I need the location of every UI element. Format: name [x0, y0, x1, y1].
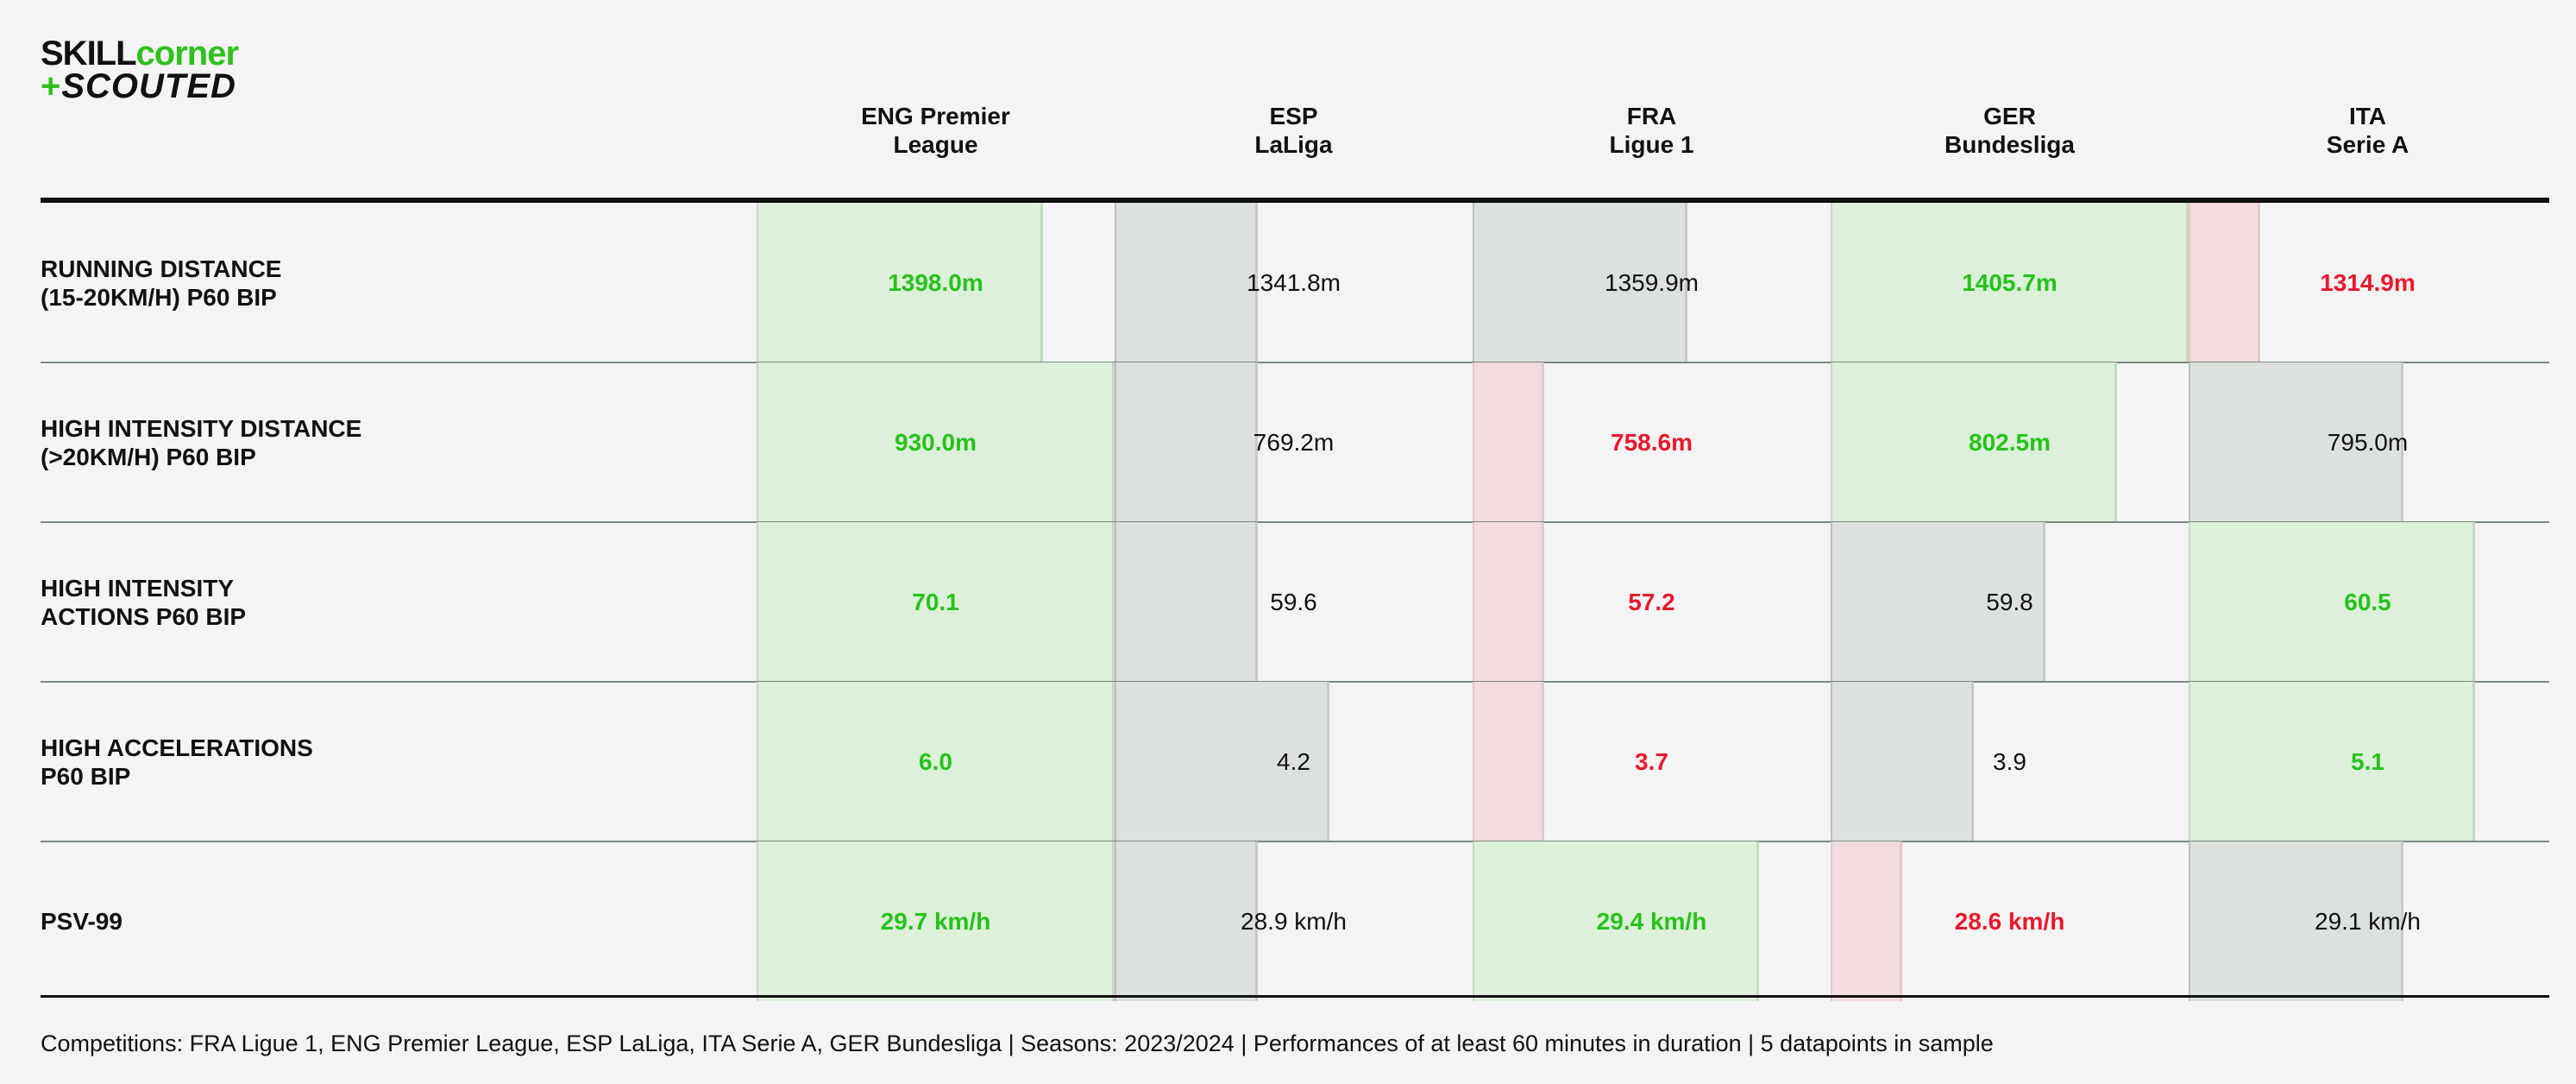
row-label-line: P60 BIP	[41, 762, 131, 790]
value-label: 1359.9m	[1605, 269, 1699, 296]
column-header: ENG Premier League	[757, 102, 1115, 171]
column-header-line: LaLiga	[1254, 131, 1333, 158]
value-bar	[1473, 841, 1759, 1001]
value-bar	[1473, 362, 1544, 522]
value-bar	[757, 522, 1115, 682]
bottom-rule	[41, 995, 2549, 998]
value-bar	[1115, 841, 1258, 1001]
row-label: HIGH INTENSITY ACTIONS P60 BIP	[41, 522, 713, 682]
column-header-line: Bundesliga	[1945, 131, 2075, 158]
value-bar	[1831, 841, 1902, 1001]
value-bar	[1831, 522, 2045, 682]
value-label: 1341.8m	[1247, 269, 1341, 296]
column-header-line: ENG Premier	[861, 103, 1010, 129]
value-label: 59.8	[1986, 589, 2033, 615]
value-bar	[757, 841, 1115, 1001]
value-bar	[757, 203, 1043, 362]
column-header-line: Ligue 1	[1609, 131, 1694, 158]
row-label-line: (>20KM/H) P60 BIP	[41, 443, 256, 470]
value-bar	[2189, 682, 2475, 841]
column-header: ITA Serie A	[2189, 102, 2547, 171]
value-label: 802.5m	[1969, 429, 2051, 456]
value-label: 3.9	[1993, 748, 2026, 775]
value-label: 6.0	[919, 748, 952, 775]
value-bar	[1115, 682, 1329, 841]
column-header: FRA Ligue 1	[1473, 102, 1831, 171]
column-header-line: GER	[1983, 103, 2036, 129]
value-label: 28.6 km/h	[1954, 908, 2065, 935]
value-label: 930.0m	[895, 429, 977, 456]
value-label: 29.1 km/h	[2315, 908, 2421, 935]
row-separator	[41, 841, 2549, 842]
value-bar	[2189, 203, 2260, 362]
value-label: 29.7 km/h	[880, 908, 991, 935]
value-bar	[2189, 362, 2403, 522]
value-label: 3.7	[1635, 748, 1668, 775]
value-label: 1405.7m	[1962, 269, 2058, 296]
value-label: 769.2m	[1253, 429, 1335, 456]
value-bar	[757, 362, 1115, 522]
value-bar	[1831, 203, 2189, 362]
value-label: 60.5	[2344, 589, 2391, 615]
value-label: 1398.0m	[888, 269, 983, 296]
value-bar	[1473, 203, 1687, 362]
value-label: 29.4 km/h	[1596, 908, 1707, 935]
logo-line-2: +SCOUTED	[41, 67, 236, 105]
footer-note: Competitions: FRA Ligue 1, ENG Premier L…	[41, 1030, 1994, 1056]
value-bar	[1115, 203, 1258, 362]
value-bar	[1473, 682, 1544, 841]
value-bar	[1473, 522, 1544, 682]
value-label: 5.1	[2351, 748, 2384, 775]
row-label: HIGH INTENSITY DISTANCE (>20KM/H) P60 BIP	[41, 362, 713, 522]
row-separator	[41, 521, 2549, 523]
row-label: RUNNING DISTANCE (15-20KM/H) P60 BIP	[41, 203, 713, 362]
value-bar	[1115, 362, 1258, 522]
column-header: GER Bundesliga	[1831, 102, 2189, 171]
column-header-line: ESP	[1269, 103, 1318, 129]
value-bar	[1831, 682, 1974, 841]
value-label: 795.0m	[2327, 429, 2409, 456]
row-separator	[41, 362, 2549, 363]
value-bar	[2189, 522, 2475, 682]
row-label: HIGH ACCELERATIONS P60 BIP	[41, 682, 713, 841]
value-label: 28.9 km/h	[1241, 908, 1347, 935]
row-label-line: ACTIONS P60 BIP	[41, 602, 247, 630]
value-label: 59.6	[1270, 589, 1317, 615]
column-header-line: Serie A	[2326, 131, 2410, 158]
value-bar	[1115, 522, 1258, 682]
logo-line-1: SKILLcorner	[41, 35, 239, 72]
value-label: 70.1	[912, 589, 959, 615]
value-bar	[1831, 362, 2117, 522]
value-bar	[757, 682, 1115, 841]
value-label: 1314.9m	[2320, 269, 2416, 296]
row-label-line: (15-20KM/H) P60 BIP	[41, 283, 277, 311]
column-header: ESP LaLiga	[1115, 102, 1473, 171]
value-label: 758.6m	[1611, 429, 1693, 456]
header-rule	[41, 198, 2549, 203]
skillcorner-scouted-logo: SKILLcorner +SCOUTED	[41, 35, 256, 105]
value-label: 4.2	[1277, 748, 1310, 775]
row-label: PSV-99	[41, 841, 713, 1001]
column-header-line: ITA	[2348, 103, 2387, 129]
column-header-line: FRA	[1626, 103, 1677, 129]
row-label-line: RUNNING DISTANCE	[41, 255, 282, 282]
row-label-line: HIGH ACCELERATIONS	[41, 734, 313, 761]
column-header-line: League	[893, 131, 978, 158]
value-label: 57.2	[1628, 589, 1675, 615]
row-label-line: HIGH INTENSITY DISTANCE	[41, 414, 362, 442]
value-bar	[2189, 841, 2403, 1001]
row-label-line: PSV-99	[41, 908, 123, 935]
row-label-line: HIGH INTENSITY	[41, 574, 235, 602]
